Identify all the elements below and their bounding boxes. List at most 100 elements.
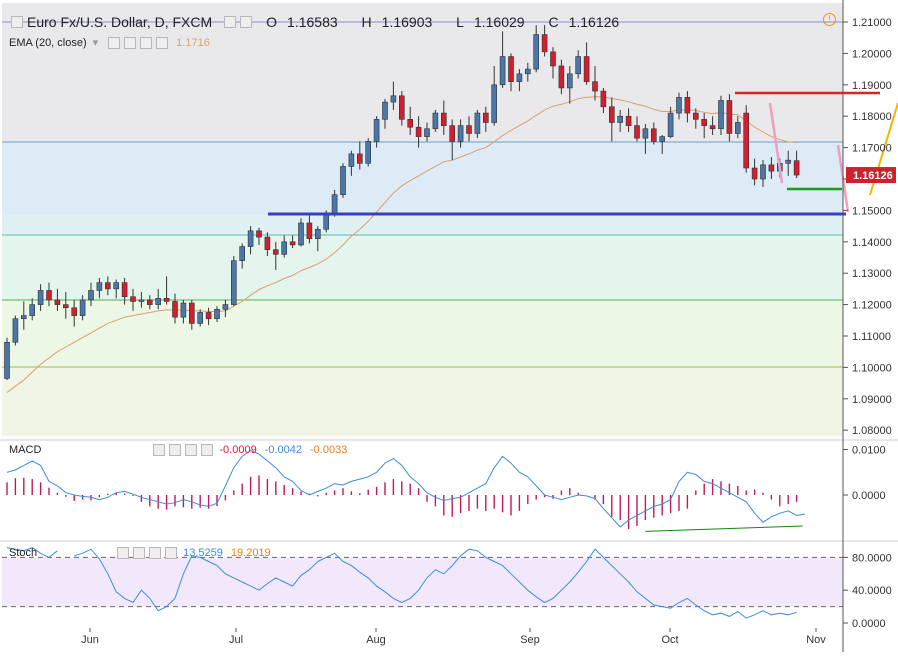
candle (189, 302, 195, 324)
candle (524, 68, 531, 75)
stoch-value-d: 19.2019 (230, 547, 271, 559)
stoch-y-tick-label: 40.0000 (852, 585, 892, 597)
candle (533, 34, 540, 70)
candle (692, 112, 699, 120)
candle (558, 65, 565, 89)
candle (20, 315, 27, 320)
candle (432, 112, 439, 130)
candle (264, 236, 271, 250)
candle (79, 299, 86, 316)
stoch-add-icon[interactable] (149, 547, 162, 559)
ema-add-icon[interactable] (140, 36, 153, 49)
candle (272, 249, 279, 255)
candle (566, 73, 573, 89)
candle (289, 241, 296, 246)
macd-settings-icon[interactable] (169, 444, 182, 456)
candle (256, 230, 262, 238)
candle (180, 302, 187, 318)
candle (499, 56, 506, 86)
y-tick-label: 1.08000 (852, 425, 892, 437)
ema-visibility-icon[interactable] (108, 36, 121, 49)
stoch-band (2, 557, 843, 607)
macd-value-line: -0.0042 (264, 444, 303, 456)
macd-remove-icon[interactable] (201, 444, 214, 456)
candle (550, 51, 556, 67)
price-background-band (2, 142, 843, 215)
candle (331, 194, 338, 214)
candle (231, 260, 237, 305)
last-price-tag (846, 167, 896, 184)
ema-remove-icon[interactable] (156, 36, 169, 49)
candle (718, 100, 724, 130)
candle (449, 125, 456, 142)
candle (323, 213, 330, 230)
candle (768, 164, 775, 172)
candle (121, 282, 128, 298)
candle (281, 241, 288, 255)
candle (642, 128, 649, 139)
price-background-band (2, 235, 843, 300)
price-background-band (2, 300, 843, 367)
x-tick-label: Nov (806, 634, 826, 646)
clock-icon[interactable]: ! (823, 13, 836, 26)
candle (172, 301, 178, 318)
stoch-settings-icon[interactable] (133, 547, 146, 559)
stoch-remove-icon[interactable] (165, 547, 178, 559)
candle (466, 125, 472, 134)
candle (516, 73, 523, 82)
stoch-k-line (6, 547, 58, 558)
candle (398, 95, 405, 120)
candle (373, 119, 380, 142)
y-tick-label: 1.11000 (852, 331, 891, 343)
stoch-y-tick-label: 0.0000 (852, 618, 886, 630)
collapse-legend-icon[interactable] (11, 16, 23, 28)
candle (222, 304, 229, 310)
candle (130, 296, 136, 302)
candle (659, 136, 666, 142)
ema-line (6, 96, 797, 393)
candle (474, 112, 481, 134)
stoch-value-k: 13.5259 (183, 547, 223, 559)
candle (155, 298, 161, 305)
candle (743, 112, 750, 169)
candle (667, 112, 674, 137)
candle (508, 56, 514, 82)
stoch-label: Stoch (9, 547, 38, 559)
candle (205, 312, 212, 320)
y-tick-label: 1.13000 (852, 268, 892, 280)
y-tick-label: 1.17000 (852, 143, 892, 155)
candle (306, 222, 313, 239)
candle (356, 153, 363, 164)
candle (96, 282, 103, 291)
y-tick-label: 1.20000 (852, 48, 892, 60)
candle (617, 115, 624, 123)
stoch-k-line (74, 548, 797, 619)
stoch-y-tick-label: 80.0000 (852, 552, 892, 564)
stoch-visibility-icon[interactable] (117, 547, 130, 559)
ema-value: 1.1716 (176, 36, 210, 49)
macd-line (6, 449, 806, 528)
candle (793, 160, 800, 176)
y-tick-label: 1.19000 (852, 80, 892, 92)
candle (676, 97, 682, 114)
hide-icon[interactable] (240, 16, 253, 28)
candle (314, 228, 321, 239)
symbol-title: Euro Fx/U.S. Dollar, D, FXCM (27, 14, 213, 30)
candle (105, 282, 111, 290)
y-tick-label: 1.14000 (852, 237, 892, 249)
ema-settings-icon[interactable] (124, 36, 137, 49)
dropdown-icon[interactable]: ▾ (92, 37, 99, 49)
candle (71, 307, 77, 316)
candle (701, 119, 708, 126)
candle (298, 222, 304, 246)
macd-legend: MACD -0.0009 -0.0042 -0.0033 (9, 444, 347, 456)
settings-icon[interactable] (224, 16, 237, 28)
y-tick-label: 1.18000 (852, 111, 892, 123)
macd-visibility-icon[interactable] (153, 444, 166, 456)
candle (440, 112, 447, 126)
macd-add-icon[interactable] (185, 444, 198, 456)
candle (457, 125, 464, 142)
